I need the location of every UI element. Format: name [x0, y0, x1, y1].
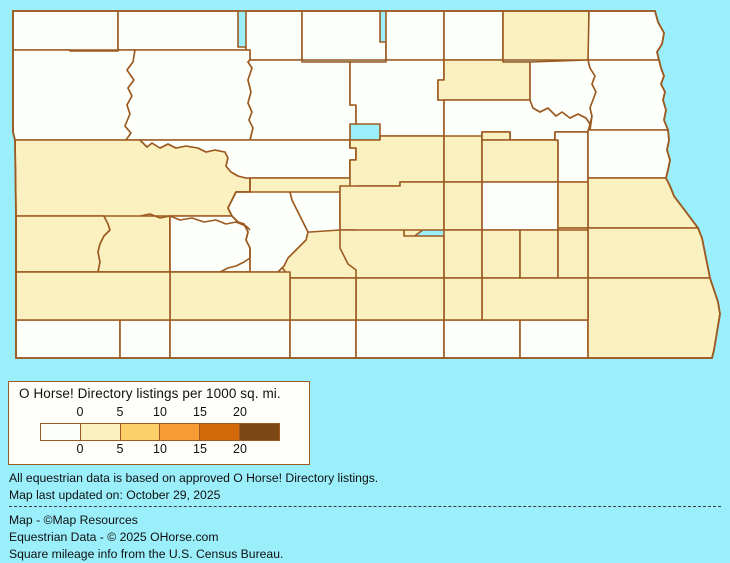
- note-line-1: Map last updated on: October 29, 2025: [9, 488, 221, 502]
- county-logan-south: [443, 277, 483, 321]
- legend-swatch-5: [240, 424, 279, 440]
- county-sargent: [519, 319, 589, 359]
- county-ransom: [557, 229, 589, 279]
- lake-sakakawea-line: [139, 213, 251, 231]
- legend-swatch-0: [41, 424, 81, 440]
- county-pembina: [587, 10, 665, 61]
- county-mountrail: [124, 49, 254, 141]
- legend-swatch-3: [160, 424, 201, 440]
- county-grant-south: [289, 277, 357, 321]
- county-kidder: [443, 181, 483, 231]
- credit-line-1: Equestrian Data - © 2025 OHorse.com: [9, 530, 219, 544]
- county-billings: [97, 215, 171, 273]
- county-eddy: [554, 131, 589, 183]
- county-golden-valley: [15, 215, 111, 273]
- legend-tick-top-1: 5: [116, 405, 124, 419]
- county-bowman: [15, 319, 121, 359]
- county-morton: [339, 229, 445, 279]
- credit-line-0: Map - ©Map Resources: [9, 513, 138, 527]
- legend-swatch-1: [80, 424, 121, 440]
- legend-tick-bottom-2: 10: [153, 442, 167, 456]
- county-sioux: [169, 319, 291, 359]
- county-dickey: [443, 319, 521, 359]
- legend: O Horse! Directory listings per 1000 sq.…: [8, 381, 310, 465]
- state-outline: [12, 10, 721, 359]
- county-cavalier: [502, 10, 590, 61]
- county-sioux-east: [289, 319, 357, 359]
- legend-ticks-top: 0 5 10 15 20: [9, 405, 311, 421]
- county-cass: [587, 227, 711, 279]
- legend-title: O Horse! Directory listings per 1000 sq.…: [19, 386, 281, 401]
- county-foster: [557, 181, 589, 229]
- county-burke: [117, 10, 247, 51]
- county-lamoure: [519, 229, 559, 279]
- county-lamoure-south: [481, 277, 589, 321]
- county-williams: [12, 49, 136, 141]
- map-svg: [12, 10, 721, 359]
- legend-swatch-2: [120, 424, 161, 440]
- legend-tick-top-4: 20: [233, 405, 247, 419]
- county-stark-main: [169, 215, 251, 273]
- county-stutsman: [481, 181, 559, 231]
- missouri-river-boundary: [219, 178, 251, 273]
- credits: Map - ©Map Resources Equestrian Data - ©…: [9, 512, 724, 563]
- legend-tick-bottom-3: 15: [193, 442, 207, 456]
- legend-tick-bottom-1: 5: [116, 442, 124, 456]
- note-line-0: All equestrian data is based on approved…: [9, 471, 379, 485]
- data-notes: All equestrian data is based on approved…: [9, 470, 724, 504]
- county-pierce: [437, 59, 531, 101]
- legend-tick-bottom-4: 20: [233, 442, 247, 456]
- county-walsh: [587, 59, 669, 131]
- county-ward: [247, 59, 357, 141]
- legend-ticks-bottom: 0 5 10 15 20: [9, 442, 311, 458]
- county-rolette: [385, 10, 445, 61]
- county-slope-west: [15, 271, 171, 321]
- legend-tick-top-2: 10: [153, 405, 167, 419]
- legend-tick-top-0: 0: [76, 405, 84, 419]
- county-mcintosh: [355, 319, 445, 359]
- legend-tick-bottom-0: 0: [76, 442, 84, 456]
- county-bottineau: [301, 10, 387, 61]
- county-hettinger-south: [169, 271, 291, 321]
- county-nelson: [587, 129, 671, 179]
- county-logan: [481, 229, 521, 279]
- county-sheridan: [443, 135, 483, 183]
- county-divide: [12, 10, 119, 51]
- county-burleigh: [339, 181, 445, 237]
- choropleth-map: [12, 10, 721, 359]
- county-towner: [443, 10, 504, 61]
- county-emmons-south: [355, 277, 445, 321]
- legend-swatch-4: [200, 424, 241, 440]
- county-adams: [119, 319, 171, 359]
- divider-dashed: [9, 506, 721, 507]
- county-richland: [587, 277, 721, 359]
- county-emmons: [443, 229, 483, 279]
- county-renville: [245, 10, 303, 61]
- credit-line-2: Square mileage info from the U.S. Census…: [9, 547, 284, 561]
- legend-color-scale: [40, 423, 280, 441]
- county-wells-main: [481, 139, 559, 183]
- legend-tick-top-3: 15: [193, 405, 207, 419]
